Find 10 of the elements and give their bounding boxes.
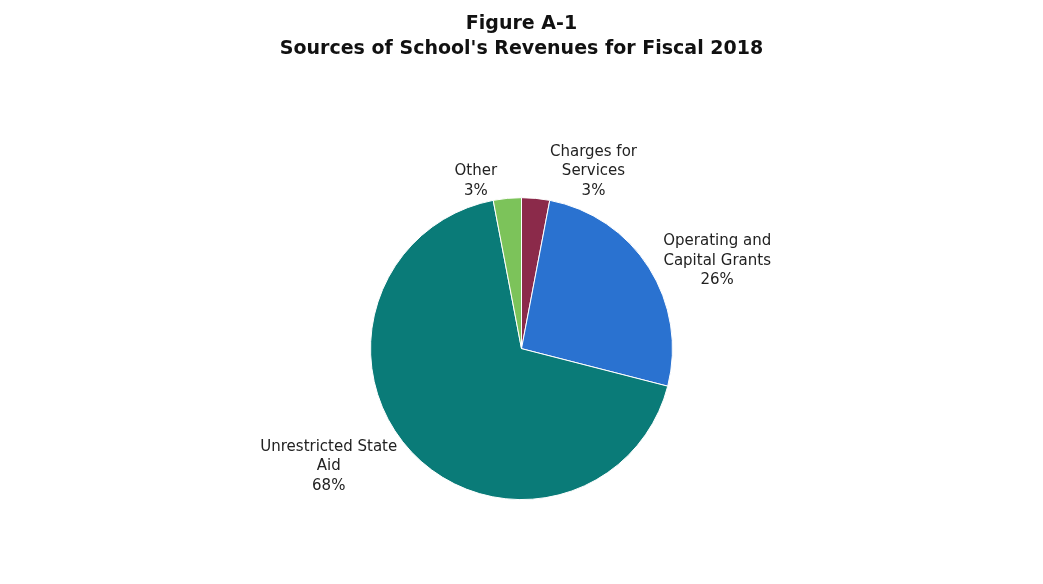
slice-label: Unrestricted State Aid [260,436,398,475]
chart-subtitle: Sources of School's Revenues for Fiscal 2018 [279,35,764,58]
chart-title: Figure A-1 [465,11,578,34]
data-label: 26% [700,270,734,289]
data-label: 3% [463,180,488,199]
slice-label: Operating and Capital Grants [663,231,772,269]
data-label: 68% [312,475,346,494]
data-label: 3% [581,180,606,199]
slice-label: Other [454,161,498,180]
slice-label: Charges for Services [549,141,638,180]
